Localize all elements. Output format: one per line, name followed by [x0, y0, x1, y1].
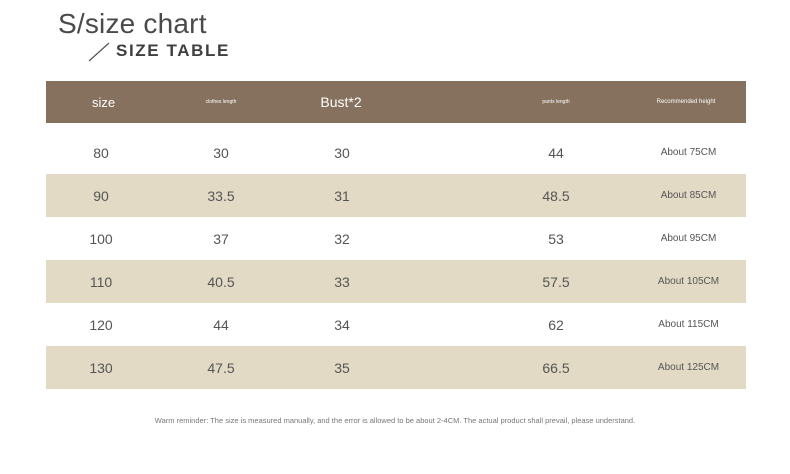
table-row: 120 44 34 62 About 115CM [46, 303, 746, 346]
cell-clothes-length: 47.5 [207, 359, 235, 376]
table-row: 80 30 30 44 About 75CM [46, 131, 746, 174]
cell-height: About 115CM [658, 319, 719, 330]
page-title: S/size chart [58, 8, 207, 39]
cell-size: 120 [89, 316, 113, 333]
table-row: 90 33.5 31 48.5 About 85CM [46, 174, 746, 217]
table-header: size clothes length Bust*2 pants length … [46, 81, 746, 123]
header-pants-length: pants length [542, 99, 570, 105]
header-recommended-height: Recommended height [656, 99, 716, 105]
slash-decoration-icon [88, 42, 110, 62]
cell-clothes-length: 30 [213, 144, 229, 161]
cell-pants-length: 66.5 [542, 359, 570, 376]
cell-bust: 34 [334, 316, 350, 333]
cell-height: About 85CM [660, 190, 717, 201]
header-size: size [91, 94, 116, 110]
cell-pants-length: 53 [548, 230, 564, 247]
cell-pants-length: 62 [548, 316, 564, 333]
table-row: 130 47.5 35 66.5 About 125CM [46, 346, 746, 389]
cell-height: About 125CM [657, 362, 720, 373]
cell-bust: 30 [334, 144, 350, 161]
cell-size: 80 [93, 144, 109, 161]
header-bust: Bust*2 [320, 94, 362, 110]
cell-height: About 95CM [660, 233, 717, 244]
cell-size: 90 [93, 187, 109, 204]
cell-height: About 105CM [657, 276, 720, 287]
cell-clothes-length: 33.5 [207, 187, 235, 204]
header-clothes-length: clothes length [205, 99, 237, 105]
cell-size: 100 [89, 230, 113, 247]
cell-clothes-length: 37 [213, 230, 229, 247]
warm-reminder-note: Warm reminder: The size is measured manu… [154, 416, 636, 425]
cell-bust: 32 [334, 230, 350, 247]
header-spacer [46, 123, 746, 131]
cell-pants-length: 44 [548, 144, 564, 161]
cell-pants-length: 48.5 [542, 187, 570, 204]
cell-size: 110 [89, 273, 113, 290]
cell-pants-length: 57.5 [542, 273, 570, 290]
size-table: size clothes length Bust*2 pants length … [46, 81, 746, 389]
cell-bust: 35 [334, 359, 350, 376]
table-row: 110 40.5 33 57.5 About 105CM [46, 260, 746, 303]
cell-clothes-length: 40.5 [207, 273, 235, 290]
cell-size: 130 [89, 359, 113, 376]
subtitle: SIZE TABLE [116, 41, 230, 60]
cell-clothes-length: 44 [213, 316, 229, 333]
cell-bust: 33 [334, 273, 350, 290]
cell-bust: 31 [334, 187, 350, 204]
table-row: 100 37 32 53 About 95CM [46, 217, 746, 260]
cell-height: About 75CM [660, 147, 717, 158]
